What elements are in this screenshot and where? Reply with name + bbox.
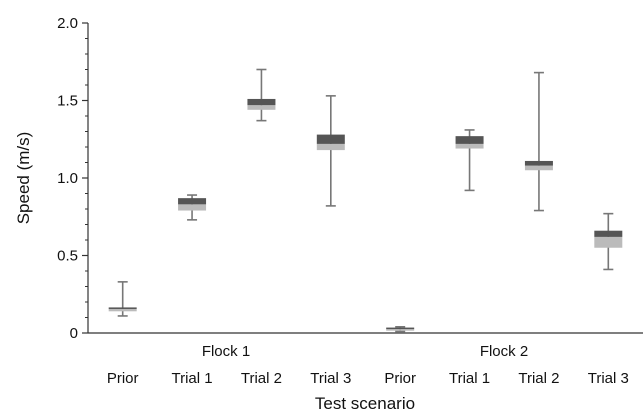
y-ticks: 0 0.5 1.0 1.5 2.0 bbox=[57, 15, 88, 342]
box-flock-2-prior bbox=[386, 325, 415, 333]
group-label-flock-1: Flock 1 bbox=[202, 343, 250, 360]
box-lower-half bbox=[524, 165, 553, 171]
x-tick-label: Trial 2 bbox=[241, 370, 282, 387]
y-tick-label: 2.0 bbox=[57, 15, 78, 32]
x-tick-label: Prior bbox=[107, 370, 139, 387]
box-lower-half bbox=[178, 204, 207, 211]
box-upper-half bbox=[178, 198, 207, 205]
box-upper-half bbox=[386, 327, 415, 330]
box-upper-half bbox=[455, 136, 484, 144]
y-tick-label: 1.5 bbox=[57, 93, 78, 110]
x-tick-label: Prior bbox=[384, 370, 416, 387]
x-tick-label: Trial 1 bbox=[172, 370, 213, 387]
box-flock-1-prior bbox=[108, 281, 137, 317]
box-upper-half bbox=[247, 98, 276, 106]
box-flock-2-trial-1 bbox=[455, 129, 484, 192]
x-tick-label: Trial 2 bbox=[518, 370, 559, 387]
box-upper-half bbox=[594, 230, 623, 237]
box-flock-1-trial-3 bbox=[316, 95, 345, 207]
box-flock-2-trial-2 bbox=[524, 71, 553, 212]
box-lower-half bbox=[594, 236, 623, 248]
box-upper-half bbox=[316, 134, 345, 144]
x-tick-label: Trial 1 bbox=[449, 370, 490, 387]
x-tick-label: Trial 3 bbox=[310, 370, 351, 387]
box-flock-1-trial-2 bbox=[247, 68, 276, 122]
box-lower-half bbox=[108, 308, 137, 312]
y-axis-title: Speed (m/s) bbox=[14, 132, 33, 225]
y-tick-label: 1.0 bbox=[57, 170, 78, 187]
box-flock-2-trial-3 bbox=[594, 212, 623, 271]
y-tick-label: 0.5 bbox=[57, 248, 78, 265]
x-axis-title: Test scenario bbox=[315, 394, 415, 413]
x-axis: Prior Trial 1 Trial 2 Trial 3 Prior Trial 1 Tr… bbox=[88, 332, 643, 413]
box-flock-1-trial-1 bbox=[178, 194, 207, 221]
y-tick-label: 0 bbox=[70, 325, 78, 342]
y-axis: 0 0.5 1.0 1.5 2.0 Speed (m/s) bbox=[14, 15, 89, 342]
x-ticks: Prior Trial 1 Trial 2 Trial 3 Prior Trial 1 Tr… bbox=[107, 370, 629, 387]
boxes bbox=[108, 68, 623, 333]
x-tick-label: Trial 3 bbox=[588, 370, 629, 387]
box-upper-half bbox=[108, 307, 137, 309]
group-label-flock-2: Flock 2 bbox=[480, 343, 528, 360]
box-lower-half bbox=[386, 329, 415, 331]
box-lower-half bbox=[247, 105, 276, 110]
box-upper-half bbox=[524, 160, 553, 166]
box-lower-half bbox=[316, 143, 345, 151]
box-lower-half bbox=[455, 143, 484, 149]
